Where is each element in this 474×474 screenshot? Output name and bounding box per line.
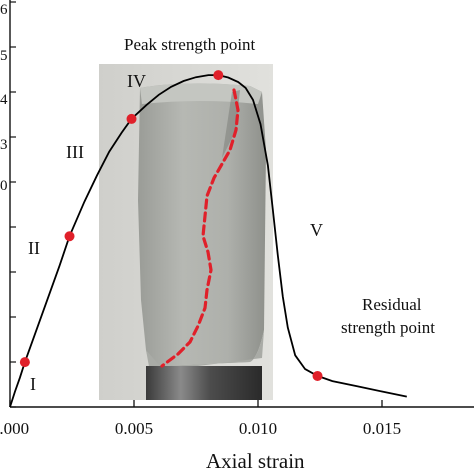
key-point-marker <box>312 370 323 381</box>
x-axis-label: Axial strain <box>206 449 305 473</box>
stage-label-v: V <box>310 220 323 240</box>
key-point-marker <box>213 70 224 81</box>
stage-label-iv: IV <box>127 71 146 91</box>
specimen-photo <box>99 64 273 400</box>
peak-strength-label: Peak strength point <box>124 35 256 54</box>
x-tick-label: 0.000 <box>0 419 29 438</box>
x-tick-label: 0.005 <box>115 419 153 438</box>
key-point-marker <box>19 357 30 368</box>
stress-strain-curve <box>9 74 407 408</box>
y-tick-marks <box>10 1 16 408</box>
crack-trace <box>160 88 240 368</box>
svg-text:6: 6 <box>0 2 8 18</box>
y-tick-label-fragments: 6 5 4 3 0 <box>0 2 8 194</box>
svg-text:4: 4 <box>0 92 8 108</box>
x-tick-label: 0.010 <box>239 419 277 438</box>
stage-label-i: I <box>30 374 36 394</box>
residual-label-line1: Residual <box>362 295 422 314</box>
svg-text:3: 3 <box>0 137 8 153</box>
stage-label-iii: III <box>66 142 84 162</box>
svg-text:0: 0 <box>0 178 8 194</box>
key-point-marker <box>126 113 137 124</box>
x-tick-label: 0.015 <box>363 419 401 438</box>
residual-label-line2: strength point <box>341 318 435 337</box>
key-point-marker <box>64 231 75 242</box>
svg-text:5: 5 <box>0 48 8 64</box>
key-point-markers <box>19 70 323 381</box>
x-ticks: 0.000 0.005 0.010 0.015 <box>0 400 401 438</box>
stage-label-ii: II <box>28 238 40 258</box>
